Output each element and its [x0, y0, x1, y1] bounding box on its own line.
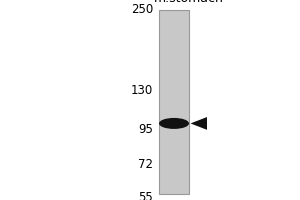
Polygon shape [190, 117, 207, 130]
Text: 250: 250 [131, 3, 153, 16]
Ellipse shape [159, 118, 189, 129]
Bar [159, 10, 189, 194]
Text: 95: 95 [138, 123, 153, 136]
Text: 130: 130 [131, 84, 153, 97]
Text: m.stomach: m.stomach [154, 0, 224, 5]
Text: 55: 55 [138, 191, 153, 200]
Text: 72: 72 [138, 158, 153, 171]
